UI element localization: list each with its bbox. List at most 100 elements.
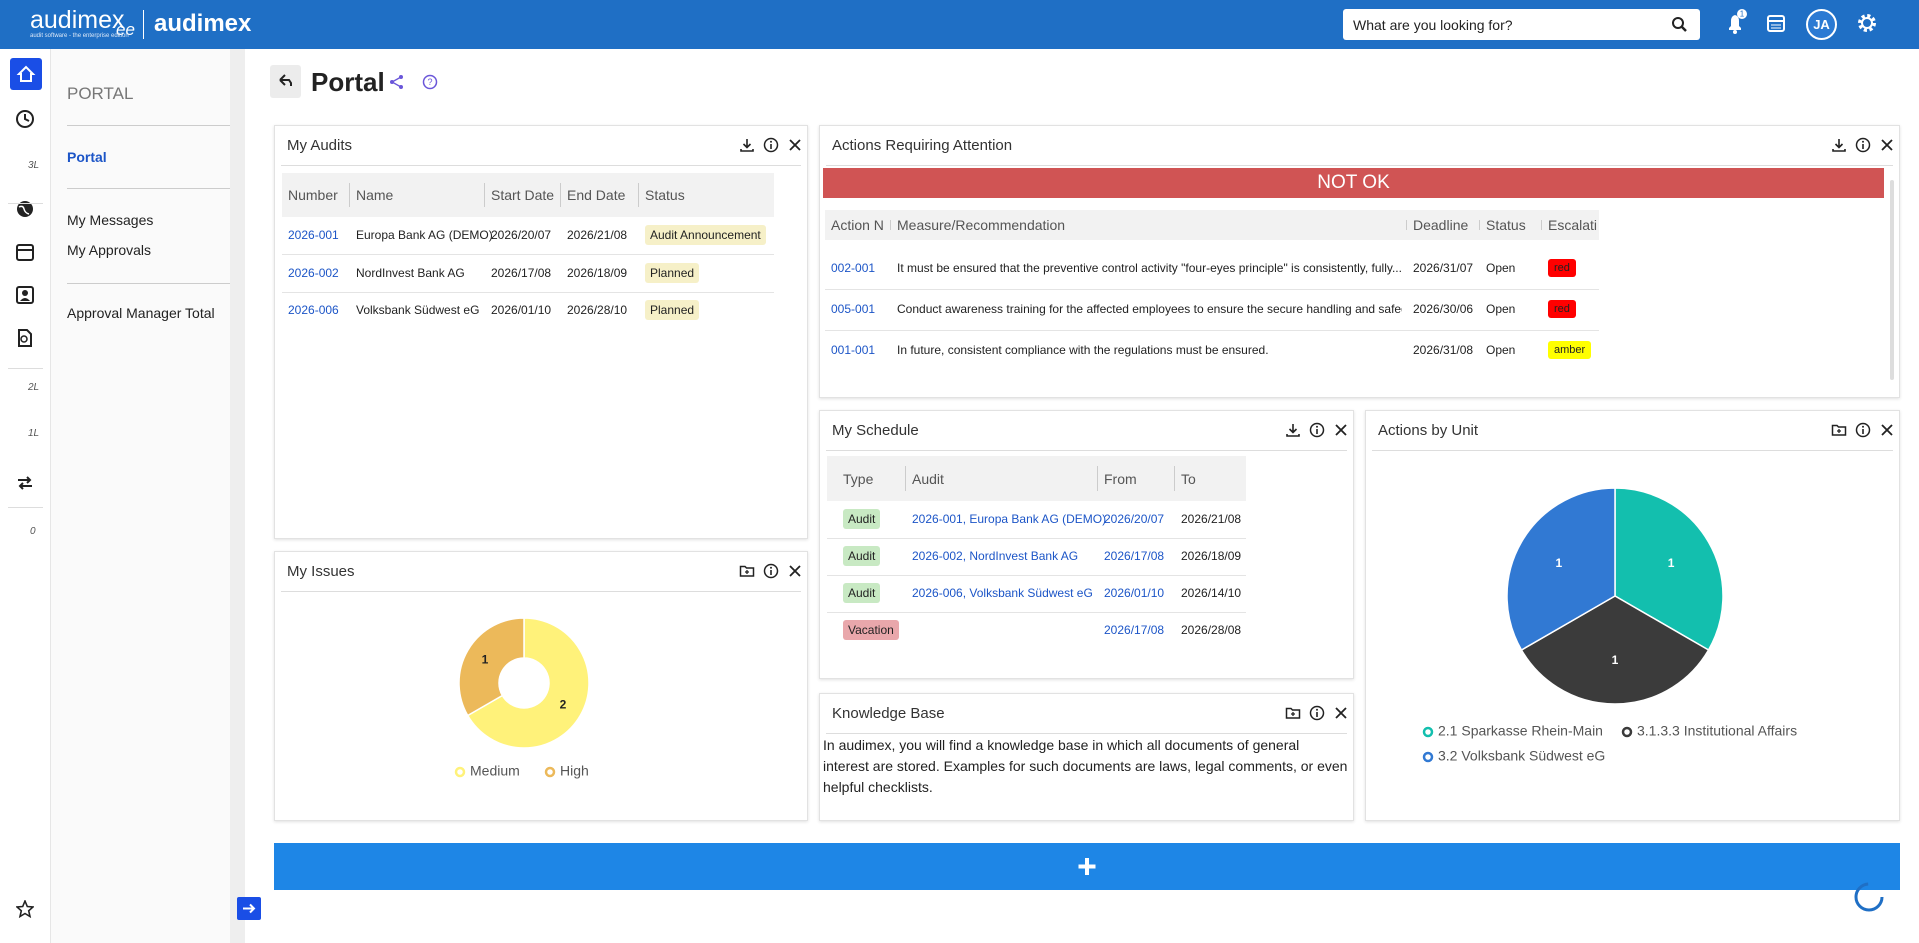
escalation-badge: red	[1548, 300, 1576, 318]
avatar[interactable]: JA	[1806, 9, 1837, 40]
close-button[interactable]	[1879, 422, 1895, 438]
table-cell: NordInvest Bank AG	[356, 266, 465, 280]
level-label: 3L	[28, 160, 40, 171]
panel-title: My Issues	[287, 563, 355, 580]
close-button[interactable]	[1333, 422, 1349, 438]
calendar-icon[interactable]	[1766, 13, 1786, 33]
column-header: Number	[288, 187, 338, 203]
panel-divider	[826, 165, 1893, 166]
audit-link[interactable]: 2026-001	[288, 228, 339, 242]
page-title: Portal	[311, 67, 385, 97]
legend-label: Medium	[470, 763, 520, 779]
calendar-nav-icon[interactable]	[15, 242, 35, 262]
info-button[interactable]	[1855, 422, 1871, 438]
nav-gutter	[230, 49, 245, 943]
audit-link[interactable]: 2026-002	[288, 266, 339, 280]
action-link[interactable]: 001-001	[831, 343, 876, 357]
transfer-icon[interactable]	[15, 473, 35, 493]
folder-button[interactable]	[739, 563, 755, 579]
download-button[interactable]	[1831, 137, 1847, 153]
add-widget-bar[interactable]	[274, 843, 1900, 890]
row-separator	[827, 611, 1246, 613]
panel: My Issues 2 Medium 1 High	[274, 551, 808, 821]
logo-tagline: audit software - the enterprise edition	[30, 33, 129, 39]
close-button[interactable]	[787, 563, 803, 579]
nav-item[interactable]: Approval Manager Total	[67, 305, 215, 321]
nav-item[interactable]: My Messages	[67, 212, 154, 228]
history-icon[interactable]	[15, 109, 35, 129]
table-cell: 2026/18/09	[567, 266, 628, 280]
back-button[interactable]	[270, 65, 301, 98]
legend-marker	[1422, 751, 1434, 763]
panel: My Audits Number Name Start Date End Date Sta…	[274, 125, 808, 539]
type-badge: Audit	[843, 509, 881, 529]
table-cell: Europa Bank AG (DEMO)	[356, 228, 493, 242]
legend-label: High	[560, 763, 589, 779]
table-cell: 2026/31/07	[1413, 261, 1474, 275]
legend-marker	[544, 766, 556, 778]
nav-item-active[interactable]: Portal	[67, 149, 107, 165]
help-icon[interactable]: ?	[422, 74, 438, 90]
action-link[interactable]: 005-001	[831, 302, 876, 316]
home-button[interactable]	[10, 58, 42, 90]
column-separator	[1479, 220, 1480, 230]
schedule-link[interactable]: 2026/17/08	[1104, 623, 1165, 637]
expand-nav-button[interactable]	[237, 897, 261, 920]
column-header: Measure/Recommendation	[897, 217, 1066, 233]
info-button[interactable]	[1309, 705, 1325, 721]
column-separator	[1541, 220, 1542, 230]
column-header: Deadline	[1413, 217, 1469, 233]
info-button[interactable]	[763, 137, 779, 153]
column-separator	[638, 183, 639, 207]
panel-title: Knowledge Base	[832, 705, 945, 722]
notification-count: 1	[1740, 10, 1745, 19]
download-button[interactable]	[1285, 422, 1301, 438]
search-box[interactable]: What are you looking for?	[1343, 9, 1700, 40]
close-button[interactable]	[1879, 137, 1895, 153]
action-link[interactable]: 002-001	[831, 261, 876, 275]
table-cell: 2026/21/08	[567, 228, 628, 242]
schedule-link[interactable]: 2026-001, Europa Bank AG (DEMO)	[912, 512, 1107, 526]
table-cell: 2026/28/10	[567, 303, 628, 317]
info-button[interactable]	[1855, 137, 1871, 153]
slice-label: 1	[1612, 653, 1619, 667]
table-header	[282, 173, 774, 217]
notifications-icon[interactable]: 1	[1720, 8, 1750, 38]
column-header: From	[1104, 470, 1137, 487]
schedule-link[interactable]: 2026-002, NordInvest Bank AG	[912, 549, 1079, 563]
table-cell: 2026/18/09	[1181, 549, 1242, 563]
share-icon[interactable]	[389, 74, 405, 90]
info-button[interactable]	[1309, 422, 1325, 438]
divider	[8, 368, 43, 369]
schedule-link[interactable]: 2026/01/10	[1104, 586, 1165, 600]
folder-button[interactable]	[1285, 705, 1301, 721]
level-label: 1L	[28, 428, 40, 439]
divider	[8, 507, 43, 508]
schedule-link[interactable]: 2026/17/08	[1104, 549, 1165, 563]
close-button[interactable]	[1333, 705, 1349, 721]
favorites-icon[interactable]	[16, 900, 34, 918]
logo-suffix: ee	[116, 20, 135, 39]
donut-slice	[458, 617, 525, 717]
info-button[interactable]	[763, 563, 779, 579]
close-button[interactable]	[787, 137, 803, 153]
row-separator	[825, 288, 1599, 290]
scrollbar	[1890, 180, 1894, 380]
schedule-link[interactable]: 2026-006, Volksbank Südwest eG	[912, 586, 1093, 600]
column-header: Type	[843, 470, 874, 487]
settings-icon[interactable]	[1856, 12, 1878, 34]
download-button[interactable]	[739, 137, 755, 153]
folder-button[interactable]	[1831, 422, 1847, 438]
measure-text: It must be ensured that the preventive c…	[897, 261, 1402, 275]
report-icon[interactable]	[15, 328, 35, 348]
nav-item[interactable]: My Approvals	[67, 242, 152, 258]
schedule-link[interactable]: 2026/20/07	[1104, 512, 1165, 526]
column-separator	[560, 183, 561, 207]
contact-icon[interactable]	[15, 285, 35, 305]
audit-link[interactable]: 2026-006	[288, 303, 339, 317]
search-placeholder: What are you looking for?	[1353, 17, 1513, 33]
globe-icon[interactable]	[15, 199, 35, 219]
pie-slice	[1520, 595, 1710, 705]
type-badge: Vacation	[843, 620, 899, 640]
